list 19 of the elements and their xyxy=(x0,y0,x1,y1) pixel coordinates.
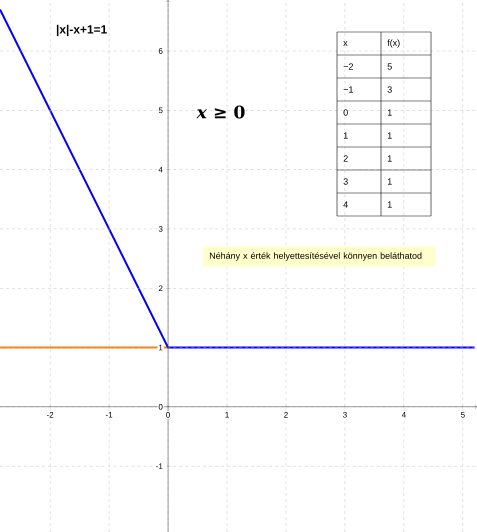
annotation: 3 xyxy=(344,178,348,185)
text: |x|-x+1=1 xyxy=(56,24,107,36)
annotation: 1 xyxy=(388,109,392,116)
annotation: 5 xyxy=(388,63,392,70)
annotation: x ≥ 0 xyxy=(196,105,245,119)
annotation: 4 xyxy=(343,201,348,208)
annotation: −1 xyxy=(344,86,353,93)
annotation: 1 xyxy=(388,155,392,162)
annotation: 1 xyxy=(388,178,392,185)
annotation: 1 xyxy=(388,132,392,139)
annotation: 3 xyxy=(388,86,392,93)
annotation: 1 xyxy=(344,132,348,139)
annotation: x xyxy=(343,41,348,46)
annotation: f(x) xyxy=(387,39,400,48)
annotation: −2 xyxy=(344,63,353,70)
annotation: 1 xyxy=(388,201,392,208)
annotation: Néhány x érték helyettesítésével könnyen beláthatod xyxy=(210,252,422,261)
annotation: 0 xyxy=(344,109,348,116)
annotation: 2 xyxy=(344,155,348,162)
